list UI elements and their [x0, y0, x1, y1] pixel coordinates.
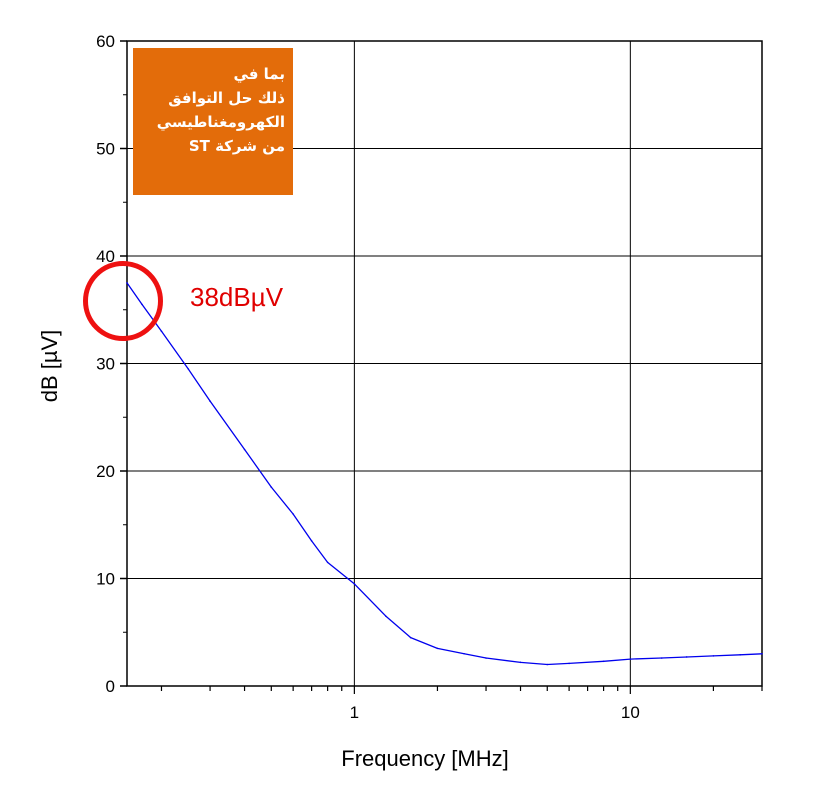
data-point [546, 663, 549, 666]
y-tick-label: 40 [96, 247, 115, 266]
data-point [326, 561, 329, 564]
data-point [292, 513, 294, 515]
data-point [187, 368, 190, 370]
series-line [126, 282, 763, 666]
data-point [761, 652, 763, 655]
data-point [739, 654, 741, 656]
data-point [629, 658, 632, 660]
data-point [568, 662, 570, 665]
y-tick-labels: 0 10 20 30 40 50 60 [96, 32, 115, 696]
data-point [660, 657, 663, 659]
data-point [160, 330, 163, 333]
data-point [409, 636, 412, 639]
data-point [519, 661, 522, 664]
y-axis-title: dB [µV] [37, 330, 62, 403]
data-point [270, 486, 273, 488]
y-tick-label: 50 [96, 140, 115, 159]
y-tick-label: 60 [96, 32, 115, 51]
x-tick-label: 1 [350, 703, 359, 722]
data-point [602, 660, 605, 663]
x-tick-label: 10 [621, 703, 640, 722]
callout-label: 38dBµV [190, 282, 284, 312]
data-point [685, 656, 688, 658]
y-tick-label: 10 [96, 570, 115, 589]
y-tick-label: 30 [96, 355, 115, 374]
series-layer [126, 282, 763, 666]
minor-ticks [120, 40, 763, 694]
data-point [463, 652, 465, 655]
data-point [436, 647, 439, 650]
data-point [243, 448, 246, 451]
highlight-circle [83, 261, 163, 341]
data-point [310, 540, 313, 542]
note-text: بما في ذلك حل التوافق الكهرومغناطيسي من … [156, 65, 285, 155]
y-tick-label: 0 [106, 677, 115, 696]
data-point [209, 400, 211, 402]
y-tick-label: 20 [96, 462, 115, 481]
x-tick-labels: 1 10 [350, 703, 640, 722]
data-point [353, 583, 356, 585]
note-box: بما في ذلك حل التوافق الكهرومغناطيسي من … [133, 48, 293, 195]
x-axis-title: Frequency [MHz] [341, 746, 509, 771]
data-point [712, 655, 715, 657]
data-point [385, 615, 387, 617]
data-point [485, 657, 487, 659]
